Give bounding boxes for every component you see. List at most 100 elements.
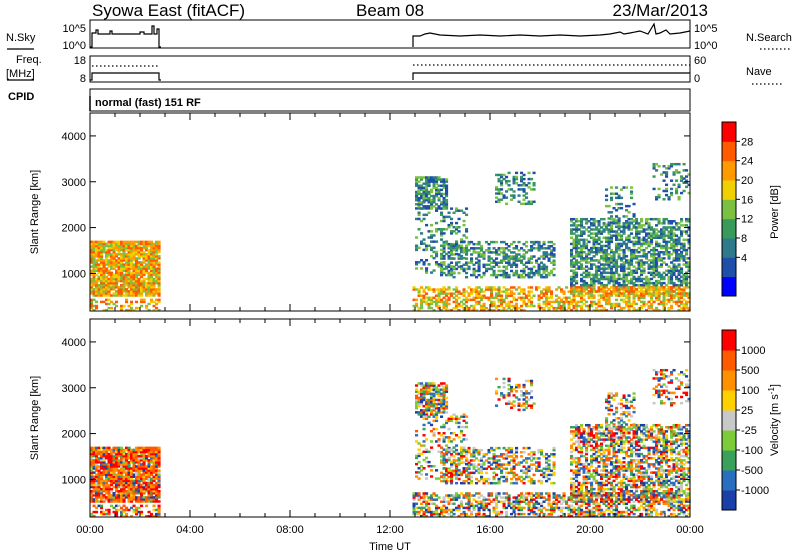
heatmap-cell [468,266,471,268]
date-label: 23/Mar/2013 [613,1,708,20]
heatmap-cell [460,501,463,503]
heatmap-cell [445,401,448,403]
heatmap-cell [518,194,521,196]
power-colorbar-cells [722,122,736,297]
colorbar-tick-label: 12 [741,214,753,226]
heatmap-cell [608,205,611,207]
heatmap-cell [663,257,666,259]
heatmap-cell [663,179,666,181]
velocity-cells [90,369,691,517]
heatmap-cell [515,270,518,272]
heatmap-cell [443,232,446,234]
heatmap-cell [500,188,503,190]
nsky-tick-bottom: 10^0 [62,40,86,52]
colorbar-cell [722,277,736,297]
heatmap-cell [445,178,448,180]
heatmap-cell [455,286,458,288]
heatmap-cell [508,494,511,496]
colorbar-tick-label: 24 [741,156,753,168]
heatmap-cell [635,303,638,305]
heatmap-cell [665,184,668,186]
heatmap-cell [678,196,681,198]
heatmap-cell [618,303,621,305]
heatmap-cell [490,492,493,494]
heatmap-cell [493,270,496,272]
heatmap-cell [158,469,161,471]
heatmap-cell [515,176,518,178]
heatmap-cell [540,492,543,494]
heatmap-cell [465,236,468,238]
nsearch-tick-bottom: 10^0 [694,40,718,52]
heatmap-cell [633,219,636,221]
heatmap-cell [643,267,646,269]
heatmap-cell [618,217,621,219]
heatmap-cell [658,292,661,294]
heatmap-cell [513,292,516,294]
freq-trace-2 [413,73,690,80]
colorbar-cell [722,219,736,239]
heatmap-cell [515,303,518,305]
heatmap-cell [533,172,536,174]
heatmap-cell [575,272,578,274]
heatmap-cell [445,384,448,386]
heatmap-cell [523,174,526,176]
heatmap-cell [678,184,681,186]
heatmap-cell [683,243,686,245]
heatmap-cell [553,259,556,261]
heatmap-cell [450,218,453,220]
heatmap-cell [158,261,161,263]
heatmap-cell [548,286,551,288]
heatmap-cell [445,267,448,269]
heatmap-cell [425,224,428,226]
colorbar-cell [722,180,736,200]
heatmap-cell [445,411,448,413]
heatmap-cell [460,265,463,267]
heatmap-cell [525,245,528,247]
heatmap-cell [445,199,448,201]
heatmap-cell [420,207,423,209]
heatmap-cell [580,263,583,265]
heatmap-cell [435,222,438,224]
heatmap-cell [443,207,446,209]
colorbar-tick-label: 20 [741,175,753,187]
heatmap-cell [418,492,421,494]
heatmap-cell [675,179,678,181]
heatmap-cell [438,496,441,498]
heatmap-cell [533,295,536,297]
heatmap-cell [505,203,508,205]
heatmap-cell [450,257,453,259]
heatmap-cell [435,251,438,253]
colorbar-cell [722,122,736,142]
heatmap-cell [545,266,548,268]
heatmap-cell [685,169,688,171]
freq-frame [90,56,690,82]
heatmap-cell [415,503,418,505]
heatmap-cell [453,276,456,278]
heatmap-cell [513,190,516,192]
heatmap-cell [523,188,526,190]
heatmap-cell [678,171,681,173]
nsky-trace-1 [90,26,161,47]
heatmap-cell [553,274,556,276]
y-tick-label: 3000 [62,177,86,189]
colorbar-tick-label: 8 [741,233,747,245]
heatmap-cell [658,194,661,196]
heatmap-cell [620,197,623,199]
heatmap-cell [665,171,668,173]
heatmap-cell [600,241,603,243]
heatmap-cell [428,263,431,265]
heatmap-cell [618,253,621,255]
heatmap-cell [158,500,161,502]
heatmap-cell [433,247,436,249]
colorbar-cell [722,257,736,277]
heatmap-cell [598,237,601,239]
heatmap-cell [620,203,623,205]
heatmap-cell [130,301,133,303]
heatmap-cell [430,224,433,226]
heatmap-cell [428,212,431,214]
heatmap-cell [158,490,161,492]
heatmap-cell [625,186,628,188]
heatmap-cell [455,222,458,224]
heatmap-cell [633,203,636,205]
heatmap-cell [460,245,463,247]
